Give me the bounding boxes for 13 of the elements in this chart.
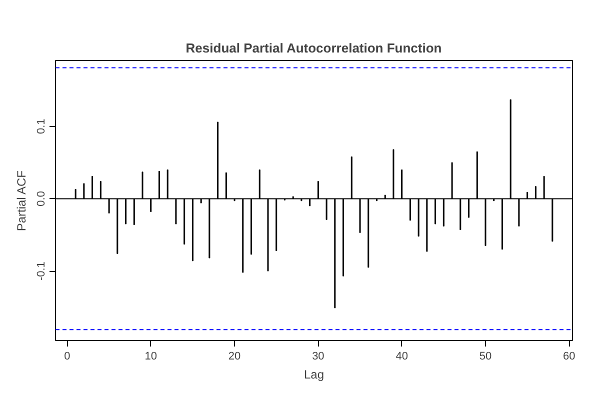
chart-title: Residual Partial Autocorrelation Function	[186, 40, 442, 56]
x-tick-label: 60	[563, 350, 576, 362]
y-tick-label: -0.1	[36, 262, 48, 281]
x-tick-label: 0	[64, 350, 70, 362]
x-tick-label: 10	[144, 350, 157, 362]
y-tick-label: 0.0	[36, 191, 48, 206]
x-tick-label: 20	[228, 350, 241, 362]
y-tick-label: 0.1	[36, 118, 48, 134]
x-tick-label: 40	[396, 350, 408, 362]
x-tick-label: 30	[312, 350, 324, 362]
y-axis-title: Partial ACF	[14, 170, 28, 232]
x-axis-title: Lag	[304, 368, 324, 382]
x-tick-label: 50	[479, 350, 492, 362]
